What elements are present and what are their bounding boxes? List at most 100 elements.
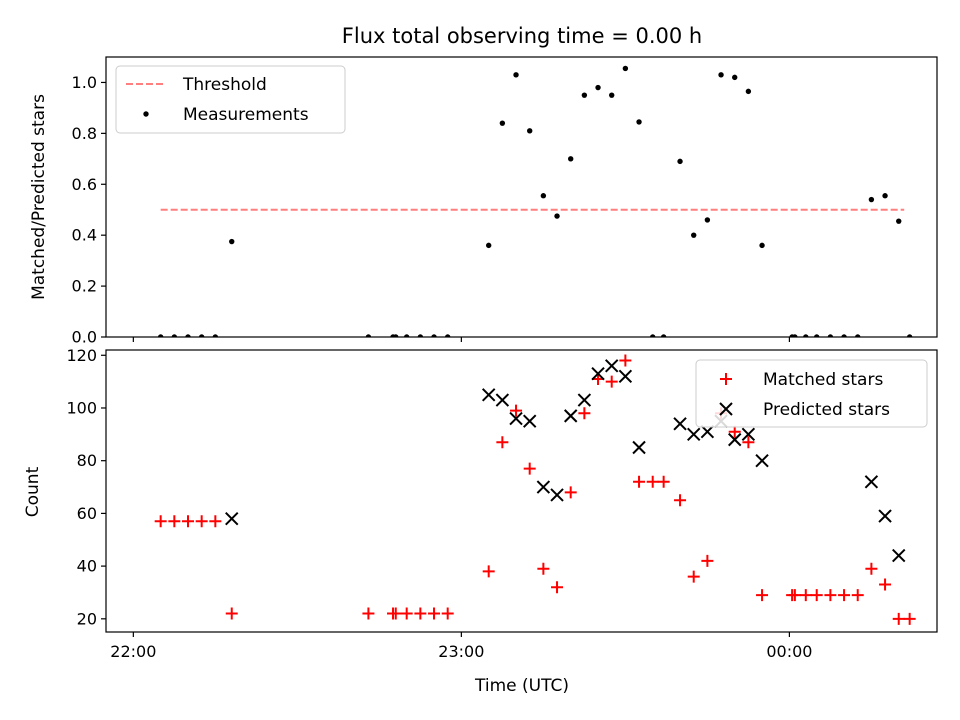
measurement-point: [896, 218, 902, 224]
predicted-star-point: [495, 393, 510, 407]
matched-legend-label: Matched stars: [763, 370, 883, 390]
measurement-point: [636, 119, 642, 125]
measurement-legend-swatch: [143, 111, 149, 117]
count-y-tick-label: 120: [66, 346, 97, 365]
matched-legend-swatch: [720, 373, 732, 385]
predicted-star-point: [673, 417, 687, 431]
measurement-point: [393, 334, 399, 337]
ratio-data-layer: [157, 65, 913, 337]
time-x-axis-label: Time (UTC): [474, 676, 569, 696]
predicted-legend-label: Predicted stars: [763, 400, 890, 420]
measurement-point: [198, 334, 205, 337]
measurement-point: [691, 232, 697, 238]
matched-star-point: [209, 515, 222, 528]
measurement-point: [868, 196, 875, 203]
measurement-point: [485, 242, 492, 249]
measurement-point: [732, 74, 738, 81]
matched-star-point: [428, 607, 441, 620]
measurement-point: [855, 334, 861, 337]
measurement-point: [417, 334, 424, 337]
matched-star-point: [551, 581, 564, 594]
matched-star-point: [788, 589, 801, 602]
matched-star-point: [903, 612, 916, 625]
ratio-y-tick-label: 0.6: [72, 175, 97, 194]
predicted-star-point: [577, 393, 592, 407]
predicted-star-point: [522, 414, 537, 428]
measurement-point: [554, 213, 560, 219]
count-y-tick-label: 40: [77, 557, 97, 576]
count-panel: Count Time (UTC) 20 40 60 80 100 120 22:00 23:0…: [23, 346, 938, 696]
matched-star-point: [225, 607, 238, 620]
ratio-panel: Flux total observing time = 0.00 h Match…: [29, 24, 938, 347]
predicted-legend-swatch: [719, 402, 733, 416]
ratio-plot-area: 0.0 0.2 0.4 0.6 0.8 1.0 Threshold Measurements: [72, 56, 938, 347]
measurement-point: [212, 334, 219, 337]
measurement-point: [841, 334, 847, 337]
measurement-point: [759, 242, 765, 249]
predicted-star-point: [509, 411, 523, 426]
measurement-point: [365, 334, 372, 337]
time-x-tick-label: 23:00: [438, 642, 484, 661]
measurement-point: [157, 334, 164, 337]
measurement-point: [704, 217, 711, 223]
predicted-star-point: [225, 511, 239, 526]
predicted-star-point: [687, 427, 701, 442]
matched-star-point: [619, 354, 632, 367]
measurement-legend-label: Measurements: [183, 105, 309, 125]
predicted-star-point: [864, 475, 879, 489]
matched-star-point: [851, 589, 864, 602]
predicted-star-point: [536, 480, 551, 494]
time-x-tick-label: 22:00: [110, 642, 156, 661]
ratio-legend-box: [115, 65, 346, 134]
matched-star-point: [441, 607, 454, 620]
measurement-point: [718, 72, 724, 78]
matched-star-point: [510, 404, 523, 417]
matched-star-point: [182, 515, 195, 528]
matched-star-point: [657, 475, 670, 488]
measurement-point: [499, 120, 506, 126]
matched-star-point: [756, 589, 769, 602]
measurement-point: [229, 238, 235, 245]
measurement-point: [622, 65, 629, 72]
predicted-star-point: [550, 488, 564, 502]
matched-star-point: [523, 462, 536, 475]
ratio-axes-frame: [105, 56, 938, 338]
predicted-star-point: [878, 509, 892, 523]
matched-star-point: [674, 494, 687, 507]
count-y-tick-label: 100: [66, 398, 97, 417]
matched-star-point: [701, 554, 714, 567]
measurement-point: [513, 72, 519, 78]
predicted-star-point: [618, 369, 633, 384]
matched-star-point: [633, 475, 646, 488]
predicted-star-point: [563, 409, 578, 423]
measurement-point: [882, 193, 888, 199]
predicted-star-point: [604, 359, 619, 373]
measurement-point: [403, 334, 410, 337]
matched-star-point: [824, 589, 837, 602]
predicted-star-point: [755, 453, 769, 468]
measurement-point: [803, 334, 809, 337]
matched-star-point: [687, 570, 700, 583]
matched-star-point: [154, 515, 167, 528]
matched-star-point: [564, 486, 577, 499]
measurement-point: [745, 88, 752, 95]
matched-star-point: [362, 607, 375, 620]
measurement-point: [906, 334, 913, 337]
matched-star-point: [578, 407, 591, 420]
ratio-y-tick-label: 0.4: [72, 226, 97, 245]
predicted-star-point: [591, 367, 605, 381]
matched-star-point: [414, 607, 427, 620]
measurement-point: [171, 334, 178, 337]
measurement-point: [827, 334, 834, 337]
matched-star-point: [496, 436, 509, 449]
predicted-star-point: [700, 424, 715, 439]
ratio-legend: Threshold Measurements: [115, 65, 346, 134]
predicted-star-point: [728, 432, 742, 447]
matched-star-point: [168, 515, 181, 528]
count-y-tick-label: 60: [77, 504, 97, 523]
matched-star-point: [389, 607, 402, 620]
matched-star-point: [865, 562, 878, 575]
matched-star-point: [605, 375, 618, 388]
ratio-y-tick-label: 0.2: [72, 277, 97, 296]
